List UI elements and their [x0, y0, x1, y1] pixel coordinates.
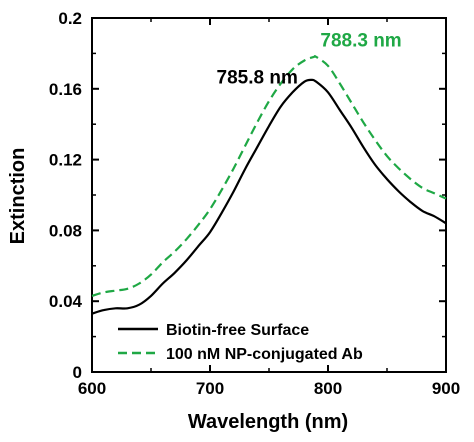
axis-ticks: 600 700 800 900 0 0.04 0.08 0.12 0.16 0.2: [49, 9, 460, 398]
series-layer: [91, 55, 447, 315]
y-tick-label: 0.16: [49, 80, 82, 99]
x-axis-label: Wavelength (nm): [188, 411, 348, 433]
peak-label-2: 788.3 nm: [320, 30, 401, 51]
y-tick-label: 0.12: [49, 151, 82, 170]
series-line-1: [91, 78, 447, 315]
legend-label-1: Biotin-free Surface: [166, 322, 309, 339]
series-line-2: [91, 55, 447, 297]
peak-annotations: 785.8 nm 788.3 nm: [217, 30, 402, 88]
x-tick-label: 800: [314, 379, 342, 398]
y-tick-label: 0.2: [58, 9, 82, 28]
x-tick-label: 700: [196, 379, 224, 398]
x-tick-label: 900: [432, 379, 460, 398]
y-axis-label: Extinction: [7, 148, 29, 245]
peak-label-1: 785.8 nm: [217, 67, 298, 88]
legend: Biotin-free Surface 100 nM NP-conjugated …: [118, 322, 363, 363]
y-tick-label: 0.08: [49, 221, 82, 240]
legend-label-2: 100 nM NP-conjugated Ab: [166, 346, 363, 363]
y-tick-label: 0.04: [49, 292, 83, 311]
x-tick-label: 600: [78, 379, 106, 398]
y-tick-label: 0: [73, 363, 82, 382]
